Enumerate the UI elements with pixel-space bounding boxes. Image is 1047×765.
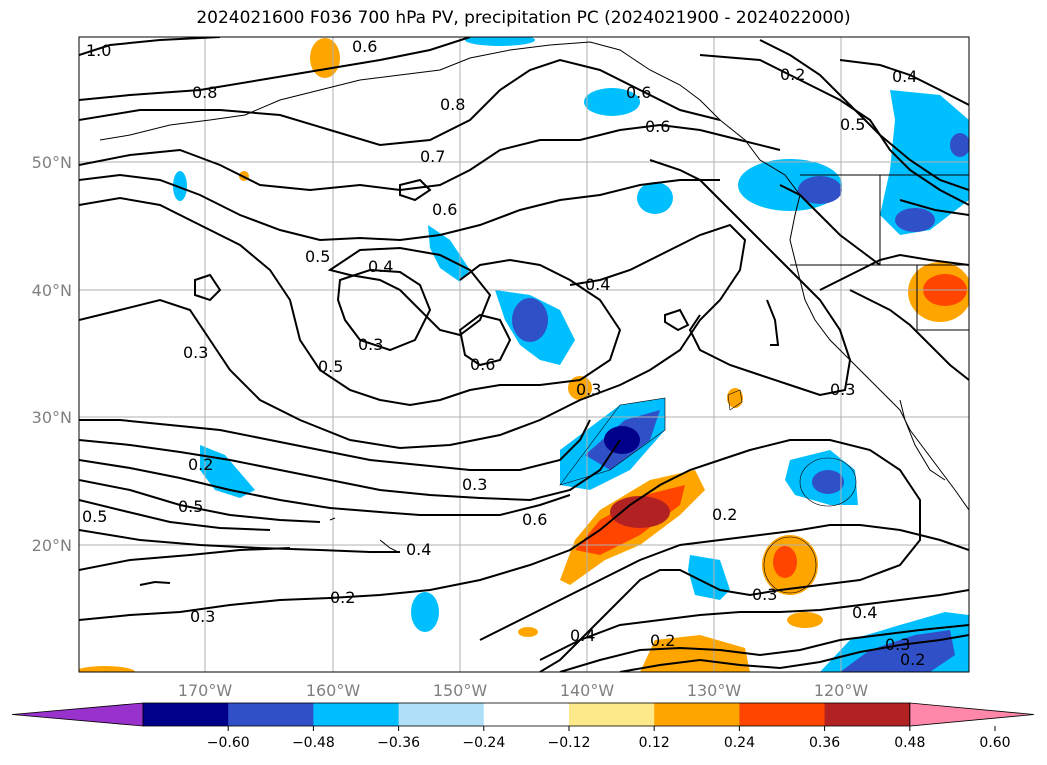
positive-precip-shading (79, 38, 969, 672)
colorbar-segment (228, 703, 314, 726)
colorbar-tick-label: −0.36 (377, 735, 420, 751)
contour-label: 0.2 (650, 631, 675, 650)
latitude-labels: 50°N 40°N 30°N 20°N (32, 153, 72, 555)
contour-label: 0.2 (712, 505, 737, 524)
colorbar-segment (824, 703, 911, 726)
contour-label: 0.6 (645, 117, 670, 136)
contour-label: 0.7 (420, 147, 445, 166)
precip-outline (559, 389, 857, 594)
lon-label: 150°W (433, 681, 488, 700)
contour-label: 0.6 (470, 355, 495, 374)
colorbar-segment (654, 703, 740, 726)
colorbar-extend-right (909, 702, 1035, 727)
contour-label: 0.3 (752, 585, 777, 604)
contour-label: 0.4 (368, 257, 393, 276)
contour-label: 0.2 (900, 650, 925, 669)
contour-label: 0.3 (358, 335, 383, 354)
contour-label: 0.4 (406, 540, 431, 559)
contour-label: 0.4 (585, 275, 610, 294)
colorbar-tick-label: −0.48 (292, 735, 335, 751)
lat-label: 30°N (32, 408, 72, 427)
colorbar-segment (313, 703, 400, 726)
contour-label: 0.6 (626, 83, 651, 102)
contour-label: 1.0 (86, 41, 111, 60)
colorbar: −0.60 −0.48 −0.36 −0.24 −0.12 0.12 0.24 0.36 0.4… (11, 702, 1035, 751)
contour-label: 0.5 (82, 507, 107, 526)
colorbar-tick-label: 0.12 (639, 735, 670, 751)
colorbar-segment (398, 703, 485, 726)
contour-label: 0.5 (318, 357, 343, 376)
colorbar-tick-label: 0.24 (724, 735, 755, 751)
contour-label: 0.2 (780, 65, 805, 84)
pv-contours (79, 37, 969, 672)
contour-label: 0.4 (852, 603, 877, 622)
contour-label: 0.5 (305, 247, 330, 266)
coastlines (99, 41, 969, 553)
contour-label: 0.3 (576, 380, 601, 399)
contour-label: 0.8 (440, 95, 465, 114)
contour-label: 0.5 (840, 115, 865, 134)
lon-label: 170°W (178, 681, 233, 700)
lon-label: 120°W (814, 681, 869, 700)
contour-label: 0.2 (330, 588, 355, 607)
colorbar-segment (739, 703, 826, 726)
longitude-labels: 170°W 160°W 150°W 140°W 130°W 120°W (178, 681, 869, 700)
contour-label: 0.3 (462, 475, 487, 494)
colorbar-tick-label: −0.24 (462, 735, 505, 751)
contour-label: 0.6 (522, 510, 547, 529)
contour-label: 0.5 (178, 497, 203, 516)
map-title: 2024021600 F036 700 hPa PV, precipitatio… (196, 8, 851, 28)
contour-label: 0.3 (183, 343, 208, 362)
colorbar-frame (142, 702, 911, 727)
colorbar-segment (143, 703, 229, 726)
contour-label: 0.4 (570, 626, 595, 645)
lon-label: 160°W (306, 681, 361, 700)
lat-label: 50°N (32, 153, 72, 172)
lon-label: 130°W (687, 681, 742, 700)
contour-label: 0.3 (190, 607, 215, 626)
lat-label: 40°N (32, 281, 72, 300)
colorbar-tick-label: 0.60 (979, 735, 1010, 751)
contour-label: 0.3 (830, 380, 855, 399)
colorbar-tick-label: −0.12 (548, 735, 591, 751)
contour-label: 0.2 (188, 455, 213, 474)
lon-label: 140°W (560, 681, 615, 700)
contour-label: 0.6 (432, 200, 457, 219)
map-frame (78, 36, 970, 673)
colorbar-extend-left (11, 702, 144, 727)
contour-label: 0.6 (352, 37, 377, 56)
colorbar-segment (483, 703, 570, 726)
contour-labels: 1.0 0.6 0.8 0.8 0.7 0.6 0.6 0.6 0.4 0.5 … (82, 37, 925, 669)
colorbar-tick-label: 0.48 (894, 735, 925, 751)
contour-label: 0.3 (885, 635, 910, 654)
colorbar-segment (569, 703, 655, 726)
colorbar-tick-label: −0.60 (207, 735, 250, 751)
colorbar-tick-label: 0.36 (809, 735, 840, 751)
contour-label: 0.4 (892, 67, 917, 86)
lat-label: 20°N (32, 536, 72, 555)
map-area: 1.0 0.6 0.8 0.8 0.7 0.6 0.6 0.6 0.4 0.5 … (79, 37, 969, 672)
contour-label: 0.8 (192, 83, 217, 102)
